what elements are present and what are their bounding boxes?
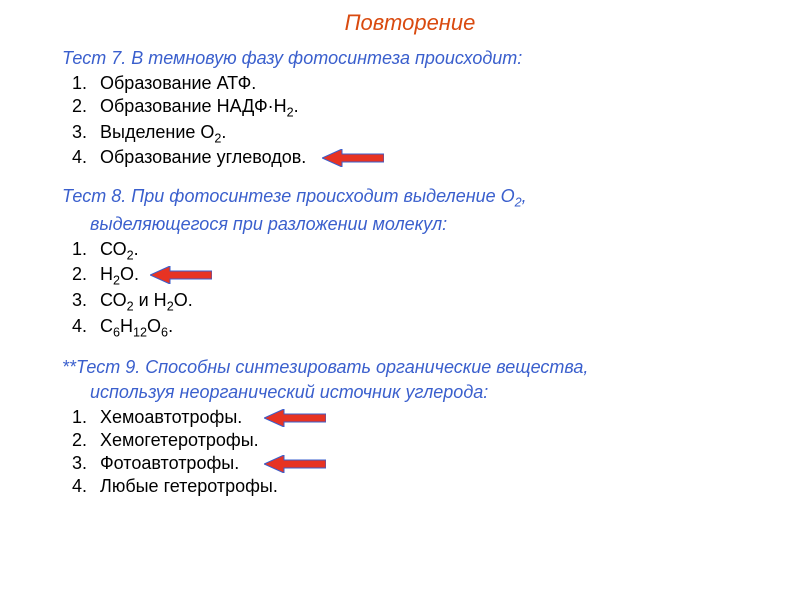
page-title: Повторение — [50, 10, 770, 36]
test9-header-line2: используя неорганический источник углеро… — [50, 382, 770, 403]
test9-options: Хемоавтотрофы. Хемогетеротрофы. Фотоавто… — [50, 407, 770, 497]
list-item: Выделение О2. — [92, 122, 770, 146]
list-item: СО2 и Н2О. — [92, 290, 770, 314]
header-tail: , — [522, 186, 527, 206]
test8-options: СО2. Н2О. СО2 и Н2О. С6Н12О6. — [50, 239, 770, 339]
list-item: Хемогетеротрофы. — [92, 430, 770, 451]
option-text: Образование НАДФ·Н — [100, 96, 287, 116]
option-mid: Н — [120, 316, 133, 336]
option-text: Н — [100, 264, 113, 284]
option-tail: . — [221, 122, 226, 142]
option-text: Хемоавтотрофы. — [100, 407, 242, 427]
option-tail: . — [134, 239, 139, 259]
option-text: Хемогетеротрофы. — [100, 430, 259, 450]
subscript: 12 — [133, 325, 147, 339]
test7-options: Образование АТФ. Образование НАДФ·Н2. Вы… — [50, 73, 770, 168]
list-item: Образование НАДФ·Н2. — [92, 96, 770, 120]
subscript: 2 — [113, 274, 120, 288]
test8-header: Тест 8. При фотосинтезе происходит выдел… — [50, 186, 770, 210]
test9-header: **Тест 9. Способны синтезировать органич… — [50, 357, 770, 378]
subscript: 2 — [127, 300, 134, 314]
option-text: Образование углеводов. — [100, 147, 306, 167]
list-item: С6Н12О6. — [92, 316, 770, 340]
list-item: Фотоавтотрофы. — [92, 453, 770, 474]
list-item: Хемоавтотрофы. — [92, 407, 770, 428]
subscript: 6 — [161, 325, 168, 339]
subscript: 6 — [113, 325, 120, 339]
subscript: 2 — [167, 300, 174, 314]
option-tail: и Н — [134, 290, 167, 310]
test8-header-line2: выделяющегося при разложении молекул: — [50, 214, 770, 235]
option-text: Любые гетеротрофы. — [100, 476, 278, 496]
option-text: СО — [100, 239, 127, 259]
list-item: Образование углеводов. — [92, 147, 770, 168]
option-text: Фотоавтотрофы. — [100, 453, 239, 473]
option-tail2: О. — [174, 290, 193, 310]
option-tail: О. — [120, 264, 139, 284]
list-item: СО2. — [92, 239, 770, 263]
answer-arrow-icon — [322, 149, 384, 167]
subscript: 2 — [287, 106, 294, 120]
subscript: 2 — [127, 248, 134, 262]
list-item: Н2О. — [92, 264, 770, 288]
answer-arrow-icon — [264, 455, 326, 473]
option-mid2: О — [147, 316, 161, 336]
option-text: Выделение О — [100, 122, 214, 142]
answer-arrow-icon — [150, 266, 212, 284]
list-item: Любые гетеротрофы. — [92, 476, 770, 497]
test8-header-text: Тест 8. При фотосинтезе происходит выдел… — [62, 186, 515, 206]
test7-header: Тест 7. В темновую фазу фотосинтеза прои… — [50, 48, 770, 69]
subscript: 2 — [515, 196, 522, 210]
option-tail: . — [168, 316, 173, 336]
option-text: СО — [100, 290, 127, 310]
option-tail: . — [294, 96, 299, 116]
list-item: Образование АТФ. — [92, 73, 770, 94]
answer-arrow-icon — [264, 409, 326, 427]
option-text: С — [100, 316, 113, 336]
option-text: Образование АТФ. — [100, 73, 256, 93]
